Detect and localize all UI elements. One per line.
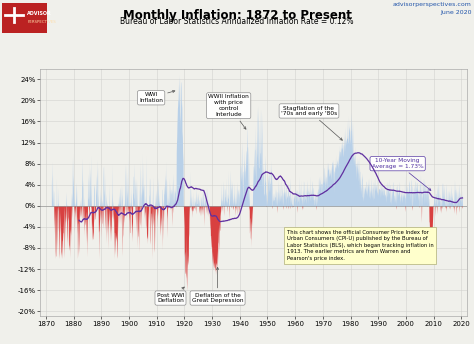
Text: ADVISOR: ADVISOR: [27, 11, 52, 16]
Text: PERSPECTIVES: PERSPECTIVES: [27, 20, 56, 24]
Text: Bureau of Labor Statistics Annualized Inflation Rate = 0.12%: Bureau of Labor Statistics Annualized In…: [120, 17, 354, 26]
Text: June 2020: June 2020: [440, 10, 472, 15]
Text: WWII Inflation
with price
control
Interlude: WWII Inflation with price control Interl…: [208, 95, 249, 129]
Text: 10-Year Moving
Average = 1.73%: 10-Year Moving Average = 1.73%: [372, 158, 431, 191]
Text: WWI
Inflation: WWI Inflation: [139, 90, 175, 103]
Text: Post WWI
Deflation: Post WWI Deflation: [157, 287, 184, 303]
Text: Monthly Inflation: 1872 to Present: Monthly Inflation: 1872 to Present: [123, 9, 351, 22]
Text: Deflation of the
Great Depression: Deflation of the Great Depression: [192, 267, 243, 303]
Text: Stagflation of the
'70s and early '80s: Stagflation of the '70s and early '80s: [281, 106, 342, 140]
Text: advisorperspectives.com: advisorperspectives.com: [393, 2, 472, 7]
Text: This chart shows the official Consumer Price Index for
Urban Consumers (CPI-U) p: This chart shows the official Consumer P…: [287, 229, 434, 261]
